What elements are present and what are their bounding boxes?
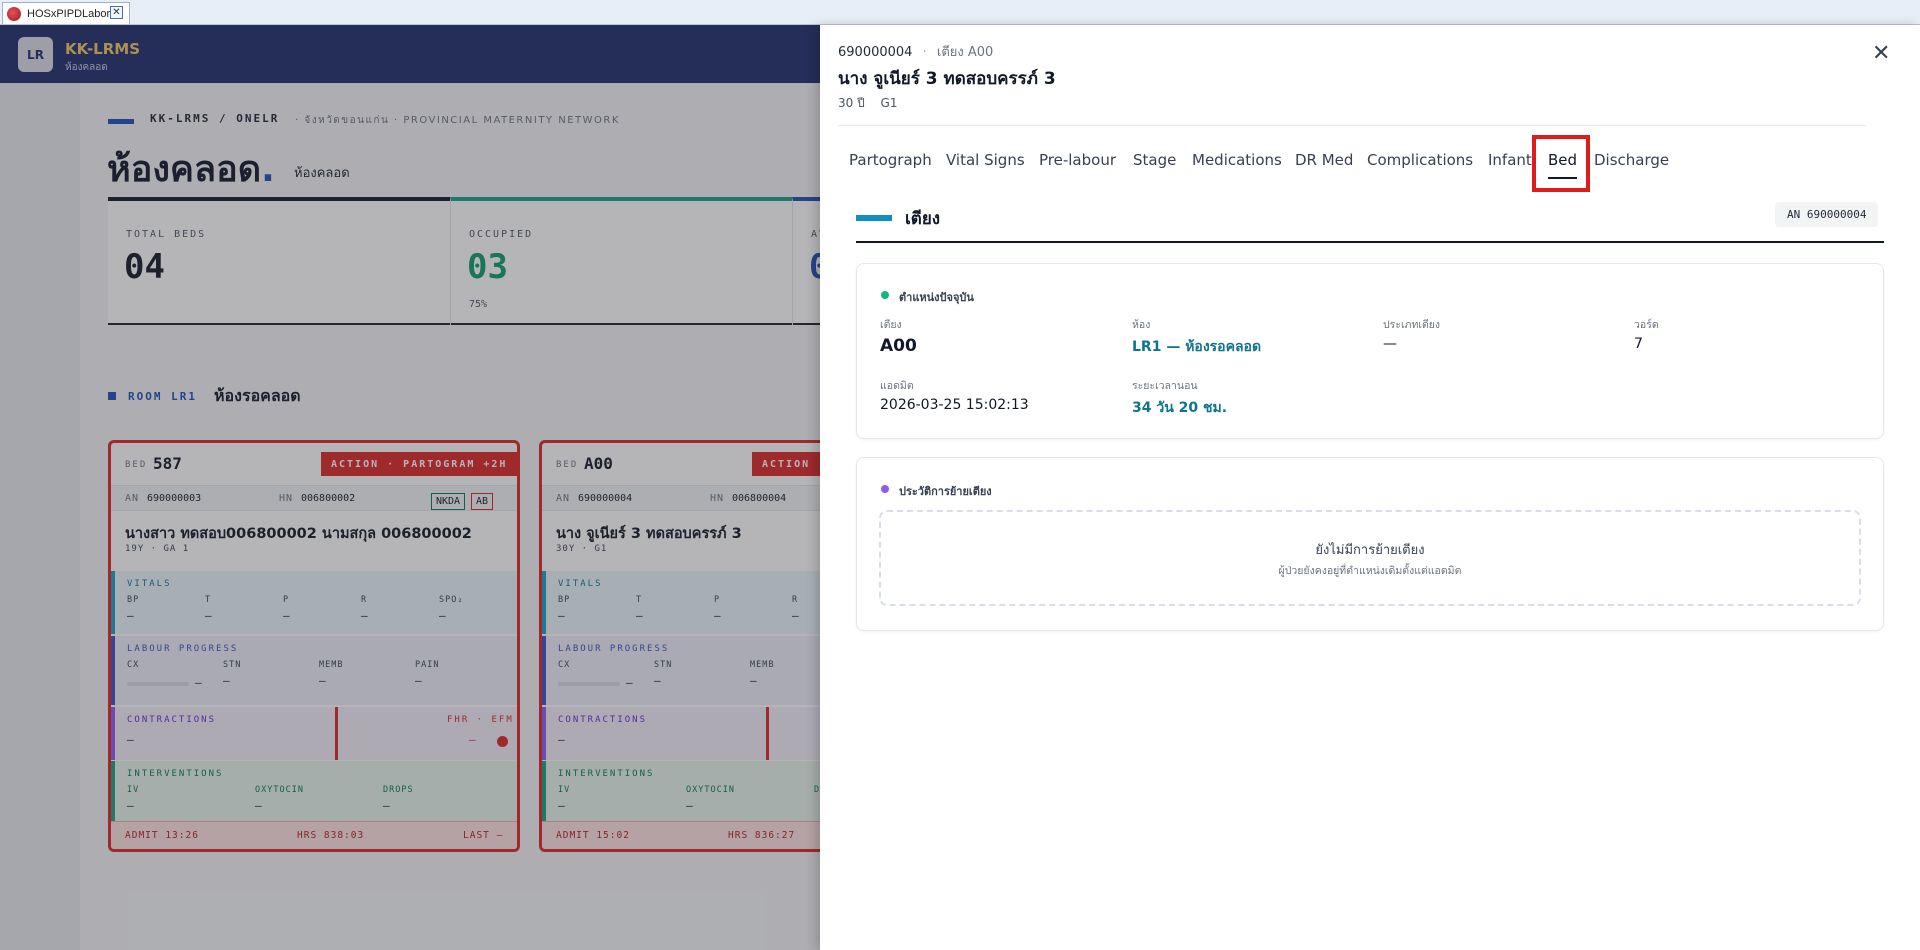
tab-stage[interactable]: Stage bbox=[1133, 151, 1177, 169]
bed-number: A00 bbox=[584, 454, 613, 473]
an-badge: AN 690000004 bbox=[1775, 202, 1879, 227]
history-dot-icon bbox=[881, 485, 889, 493]
status-dot-icon bbox=[881, 291, 889, 299]
hn-value: 006800002 bbox=[301, 493, 356, 504]
app-subtitle: ห้องคลอด bbox=[65, 62, 108, 73]
drawer-patient-meta: 30 ปี G1 bbox=[838, 94, 909, 113]
action-badge[interactable]: ACTION · PARTOGRAM +2H bbox=[321, 452, 517, 476]
section-accent bbox=[856, 215, 892, 221]
tab-highlight-box bbox=[1532, 135, 1590, 192]
empty-state-title: ยังไม่มีการย้ายเตียง bbox=[1315, 543, 1425, 558]
patient-name: นาง จูเนียร์ 3 ทดสอบครรภ์ 3 bbox=[556, 526, 742, 542]
page-title: ห้องคลอด. bbox=[107, 149, 275, 190]
contractions-section: CONTRACTIONS — FHR · EFM — bbox=[111, 707, 517, 760]
divider bbox=[838, 125, 1866, 126]
room-name: ห้องรอคลอด bbox=[214, 386, 301, 405]
bed-card[interactable]: BED A00 ACTION · PARTOGRAM +2H AN 690000… bbox=[539, 440, 820, 852]
app-name: KK-LRMS bbox=[65, 40, 141, 58]
id-row: AN 690000003 HN 006800002 NKDA AB bbox=[111, 485, 517, 511]
drawer-patient-name: นาง จูเนียร์ 3 ทดสอบครรภ์ 3 bbox=[838, 69, 1056, 89]
bed-history-heading: ประวัติการย้ายเตียง bbox=[899, 485, 992, 498]
hn-value: 006800004 bbox=[732, 493, 787, 504]
tab-infant[interactable]: Infant bbox=[1488, 151, 1532, 169]
tab-pre-labour[interactable]: Pre-labour bbox=[1039, 151, 1116, 169]
stat-occupied: OCCUPIED 03 75% bbox=[450, 197, 792, 325]
fhr-label: FHR · EFM bbox=[447, 715, 514, 725]
main-app: LR KK-LRMS ห้องคลอด KK-LRMS / ONELR · จั… bbox=[0, 25, 820, 950]
bed-number: 587 bbox=[153, 454, 182, 473]
card-footer: ADMIT 13:26 HRS 838:03 LAST — bbox=[111, 821, 517, 849]
empty-state-subtitle: ผู้ป่วยยังคงอยู่ที่ตำแหน่งเดิมตั้งแต่แอด… bbox=[1278, 565, 1462, 577]
section-title: เตียง bbox=[905, 209, 941, 229]
tab-partograph[interactable]: Partograph bbox=[849, 151, 932, 169]
vitals-section: VITALS BP — T — P — R — SPO₂ — bbox=[111, 571, 517, 634]
tab-close-icon[interactable]: ✕ bbox=[110, 6, 123, 19]
stat-total-beds: TOTAL BEDS 04 bbox=[108, 197, 450, 325]
tab-dr-med[interactable]: DR Med bbox=[1295, 151, 1354, 169]
labour-progress-section: LABOUR PROGRESS CX — STN — MEMB — bbox=[542, 636, 820, 705]
patient-gravida: G1 bbox=[880, 96, 898, 110]
drawer-header-ids: 690000004 · เตียง A00 bbox=[838, 45, 994, 60]
browser-tab[interactable]: HOSxPIPDLabor ✕ bbox=[2, 2, 130, 24]
tab-bed[interactable]: Bed bbox=[1548, 151, 1578, 179]
patient-meta: 19Y · GA 1 bbox=[125, 544, 190, 554]
an-value: 690000004 bbox=[578, 493, 633, 504]
patient-meta: 30Y · G1 bbox=[556, 544, 608, 554]
page-subtitle: ห้องคลอด bbox=[294, 166, 350, 181]
stats-panel: TOTAL BEDS 04 OCCUPIED 03 75% AV 0 bbox=[108, 197, 820, 325]
browser-tab-title: HOSxPIPDLabor bbox=[27, 7, 111, 20]
card-footer: ADMIT 15:02 HRS 836:27 bbox=[542, 821, 820, 849]
interventions-section: INTERVENTIONS IV — OXYTOCIN — DROPS — bbox=[111, 761, 517, 824]
current-bed: A00 bbox=[880, 336, 917, 356]
vitals-section: VITALS BP — T — P — R — bbox=[542, 571, 820, 634]
breadcrumb: KK-LRMS / ONELR bbox=[150, 112, 280, 125]
app-logo[interactable]: LR bbox=[18, 37, 53, 72]
empty-state: ยังไม่มีการย้ายเตียง ผู้ป่วยยังคงอยู่ที่… bbox=[879, 510, 1861, 606]
section-rule bbox=[856, 241, 1884, 243]
interventions-section: INTERVENTIONS IV — OXYTOCIN — D bbox=[542, 761, 820, 824]
bed-card[interactable]: BED 587 ACTION · PARTOGRAM +2H AN 690000… bbox=[108, 440, 520, 852]
room-code: ROOM LR1 bbox=[128, 390, 197, 403]
cx-progress-bar bbox=[127, 682, 189, 686]
sidebar bbox=[0, 83, 80, 950]
breadcrumb-subtitle: · จังหวัดขอนแก่น · PROVINCIAL MATERNITY … bbox=[295, 115, 620, 126]
breadcrumb-accent bbox=[108, 119, 134, 124]
an-value: 690000003 bbox=[147, 493, 202, 504]
current-position-card: ตำแหน่งปัจจุบัน เตียง A00 ห้อง LR1 — ห้อ… bbox=[856, 263, 1884, 439]
drawer-bed: เตียง A00 bbox=[936, 45, 994, 60]
id-row: AN 690000004 HN 006800004 bbox=[542, 485, 820, 511]
labour-progress-section: LABOUR PROGRESS CX — STN — MEMB — PAIN — bbox=[111, 636, 517, 705]
modal-backdrop[interactable] bbox=[0, 25, 820, 950]
drawer-an: 690000004 bbox=[838, 45, 913, 60]
app-favicon-icon bbox=[7, 6, 21, 21]
patient-age: 30 ปี bbox=[838, 96, 865, 110]
close-icon[interactable]: ✕ bbox=[1872, 41, 1891, 66]
stay-duration: 34 วัน 20 ชม. bbox=[1132, 400, 1228, 416]
patient-drawer: 690000004 · เตียง A00 นาง จูเนียร์ 3 ทดส… bbox=[820, 25, 1920, 950]
chip-ab: AB bbox=[471, 493, 494, 510]
bed-history-card: ประวัติการย้ายเตียง ยังไม่มีการย้ายเตียง… bbox=[856, 457, 1884, 631]
tab-medications[interactable]: Medications bbox=[1192, 151, 1282, 169]
tab-vital-signs[interactable]: Vital Signs bbox=[946, 151, 1025, 169]
fhr-value: — bbox=[469, 733, 476, 746]
room-marker bbox=[108, 392, 116, 400]
current-position-heading: ตำแหน่งปัจจุบัน bbox=[899, 291, 974, 304]
stat-available: AV 0 bbox=[792, 197, 820, 325]
patient-name: นางสาว ทดสอบ006800002 นามสกุล 006800002 bbox=[125, 526, 472, 542]
fhr-alert-dot-icon bbox=[497, 736, 508, 747]
cx-progress-bar bbox=[558, 682, 620, 686]
browser-tab-strip: HOSxPIPDLabor ✕ bbox=[0, 0, 1920, 25]
tab-discharge[interactable]: Discharge bbox=[1594, 151, 1670, 169]
top-navbar: LR KK-LRMS ห้องคลอด bbox=[0, 25, 820, 83]
tab-complications[interactable]: Complications bbox=[1367, 151, 1474, 169]
ward: 7 bbox=[1634, 336, 1643, 352]
action-badge[interactable]: ACTION · PARTOGRAM +2H bbox=[752, 452, 820, 476]
allergy-chip-nkda: NKDA bbox=[431, 493, 466, 510]
bed-type: — bbox=[1383, 336, 1397, 352]
current-room-link[interactable]: LR1 — ห้องรอคลอด bbox=[1132, 339, 1262, 355]
admit-datetime: 2026-03-25 15:02:13 bbox=[880, 397, 1029, 413]
contractions-section: CONTRACTIONS — bbox=[542, 707, 820, 760]
